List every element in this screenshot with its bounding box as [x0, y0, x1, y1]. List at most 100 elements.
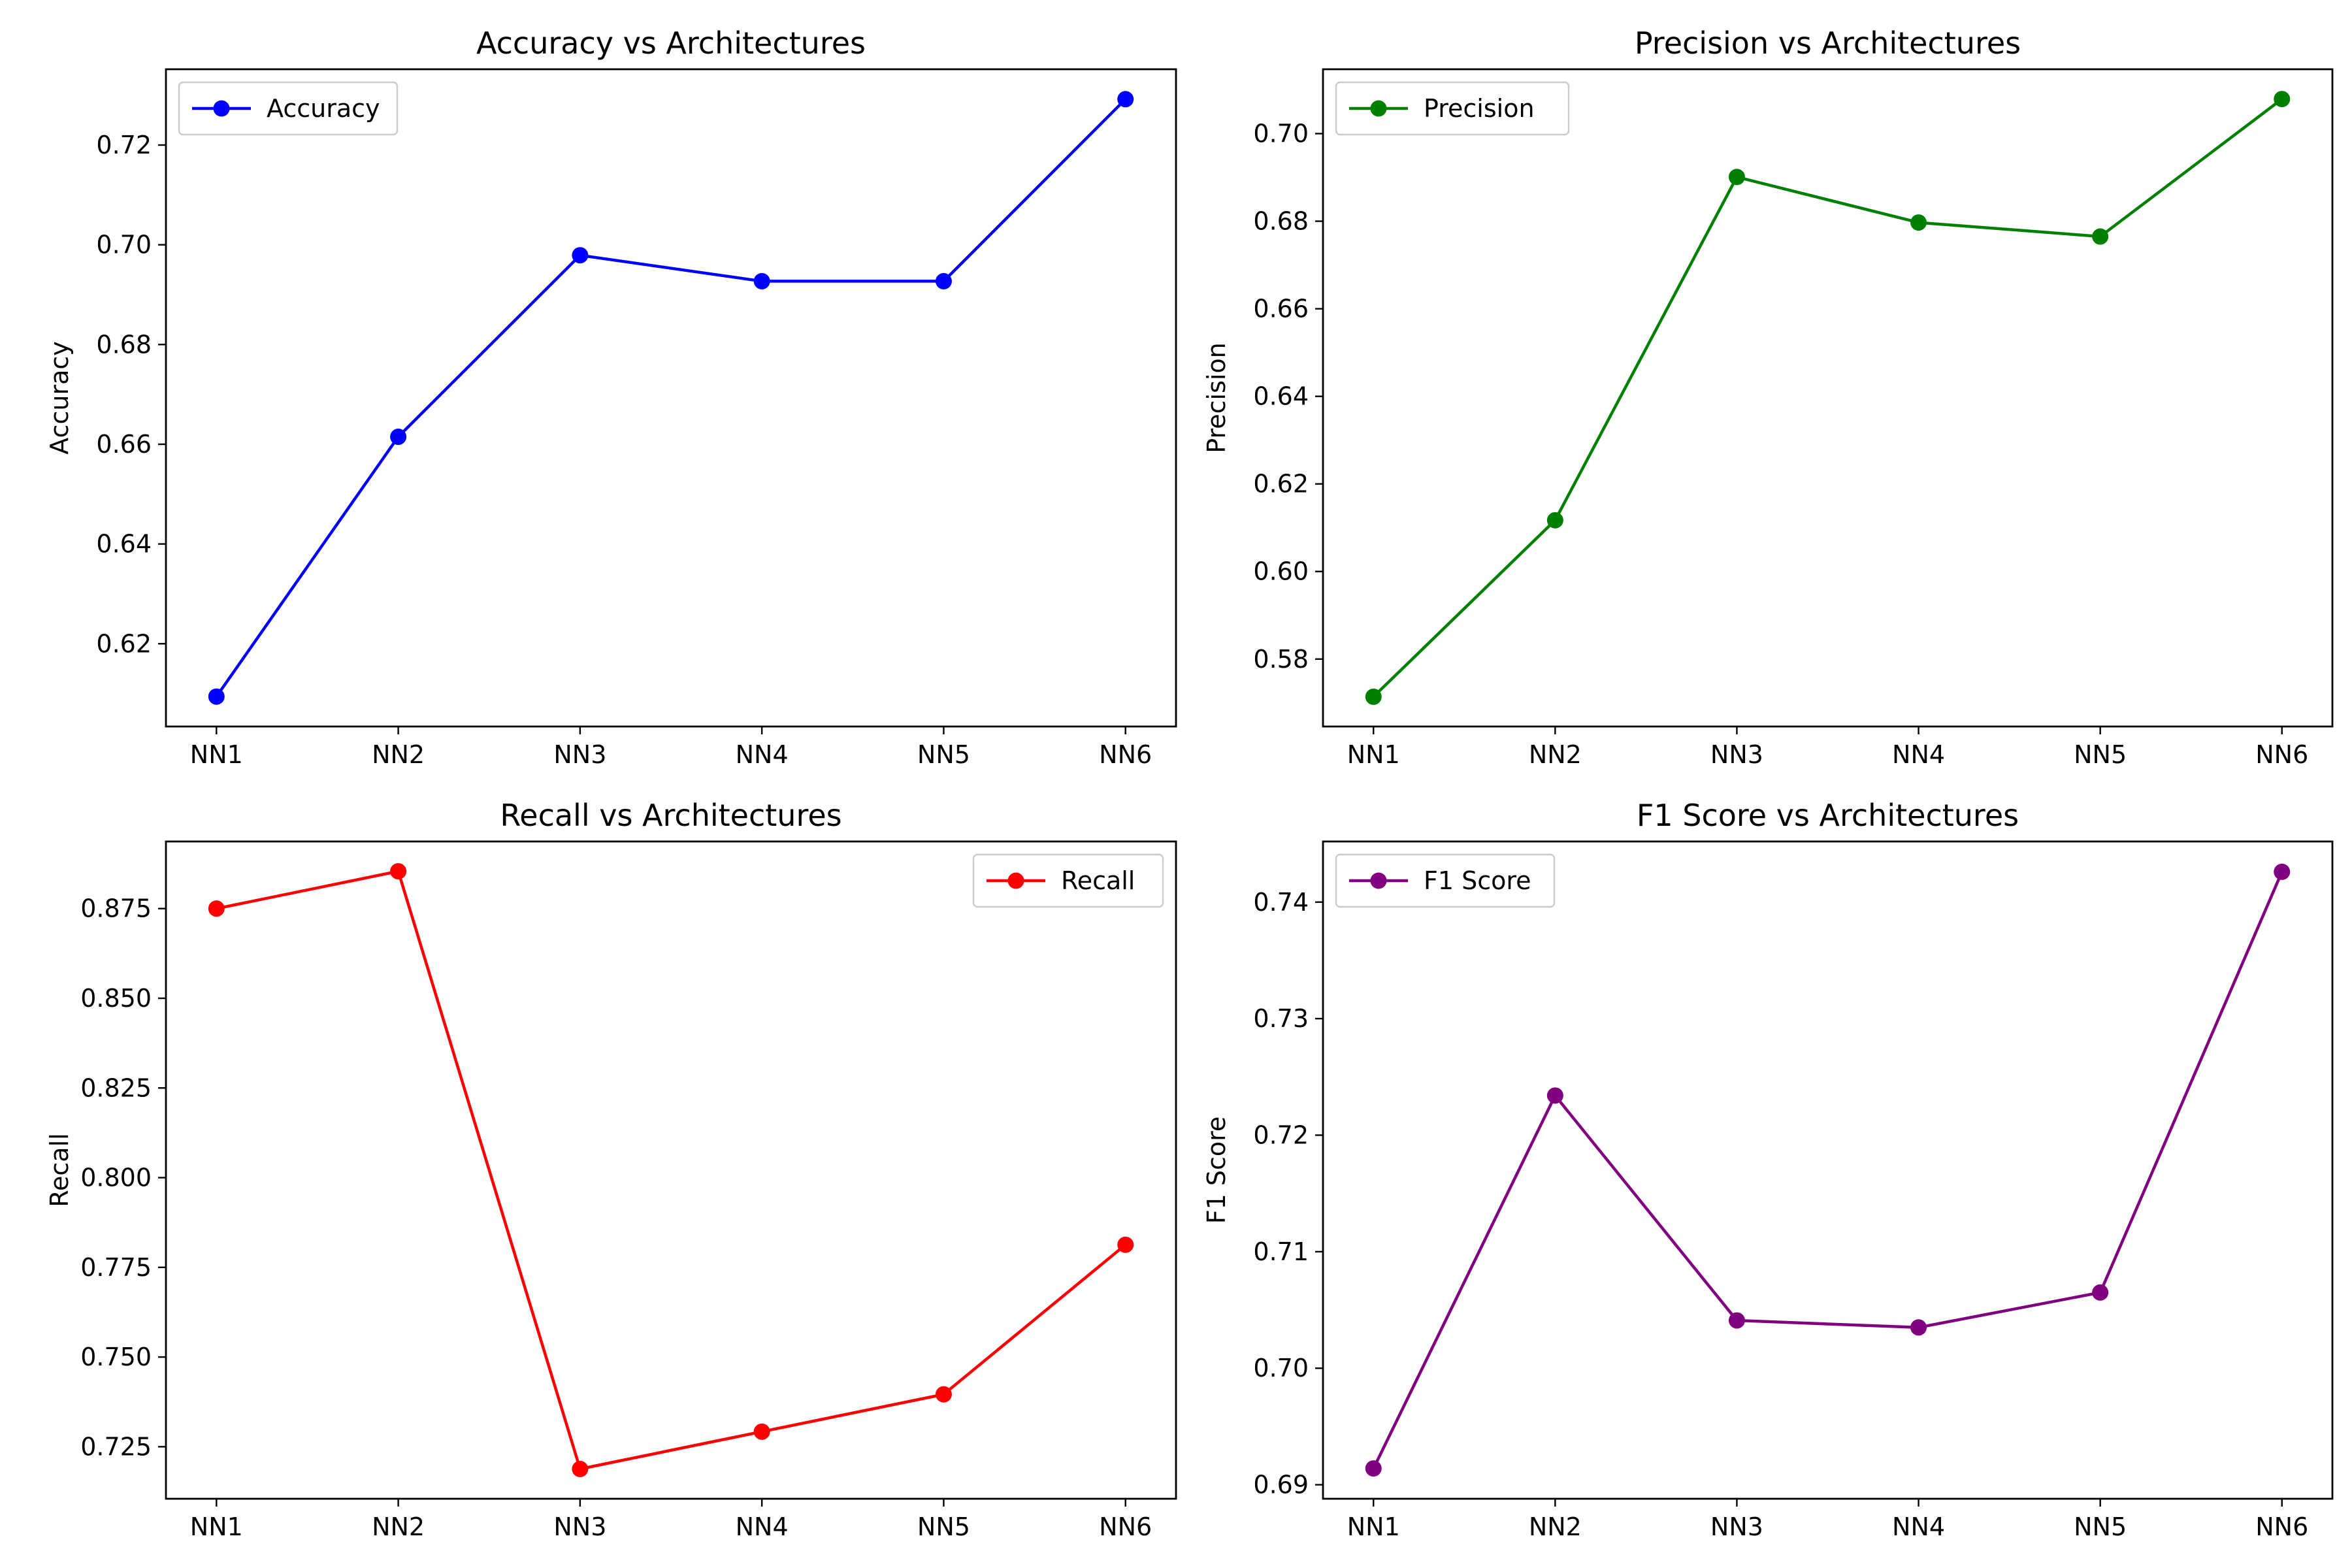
- precision-y-tick-label-6: 0.70: [1253, 120, 1309, 148]
- accuracy-x-tick-label-0: NN1: [190, 740, 243, 769]
- f1-y-tick-label-2: 0.71: [1253, 1237, 1309, 1266]
- f1-y-tick-label-5: 0.74: [1253, 888, 1309, 917]
- accuracy-chart-title: Accuracy vs Architectures: [476, 25, 866, 61]
- accuracy-legend-box: [178, 81, 399, 136]
- precision-series-line: [1372, 97, 2283, 698]
- f1-data-point-0: [1365, 1460, 1382, 1477]
- recall-y-tick-label-6: 0.875: [80, 894, 152, 923]
- recall-data-point-5: [1117, 1236, 1134, 1253]
- recall-legend-marker: [1007, 872, 1024, 889]
- accuracy-x-tick-label-4: NN5: [917, 740, 970, 769]
- recall-data-point-0: [208, 900, 225, 917]
- precision-legend-box: [1335, 81, 1570, 136]
- f1-x-tick-label-1: NN2: [1529, 1512, 1582, 1541]
- precision-data-point-1: [1546, 512, 1563, 529]
- precision-x-tick-label-3: NN4: [1892, 740, 1945, 769]
- f1-legend-label: F1 Score: [1424, 866, 1531, 895]
- f1-y-tick-label-3: 0.72: [1253, 1120, 1309, 1149]
- recall-y-axis-label: Recall: [45, 1133, 74, 1207]
- precision-x-tick-label-4: NN5: [2074, 740, 2127, 769]
- f1-data-point-4: [2092, 1284, 2109, 1301]
- accuracy-data-point-5: [1117, 91, 1134, 108]
- precision-y-tick-label-0: 0.58: [1253, 645, 1309, 674]
- f1-legend-marker: [1370, 872, 1387, 889]
- accuracy-axes-frame: [165, 68, 1177, 728]
- recall-legend-box: [972, 853, 1164, 908]
- recall-x-tick-label-2: NN3: [553, 1512, 606, 1541]
- f1-x-tick-label-4: NN5: [2074, 1512, 2127, 1541]
- precision-legend-marker: [1370, 100, 1387, 117]
- f1-axes-frame: [1322, 840, 2334, 1500]
- f1-chart-title: F1 Score vs Architectures: [1637, 798, 2019, 833]
- f1-legend-box: [1335, 853, 1556, 908]
- f1-data-point-2: [1728, 1312, 1745, 1329]
- precision-y-tick-label-3: 0.64: [1253, 382, 1309, 411]
- precision-y-tick-label-4: 0.66: [1253, 295, 1309, 323]
- precision-data-point-5: [2274, 91, 2291, 108]
- accuracy-x-tick-label-1: NN2: [372, 740, 425, 769]
- precision-x-tick-label-5: NN6: [2255, 740, 2308, 769]
- accuracy-chart: Accuracy vs Architectures Accuracy NN1 NN2 N…: [45, 25, 1177, 769]
- accuracy-y-tick-label-2: 0.66: [96, 430, 152, 459]
- recall-chart-title: Recall vs Architectures: [500, 798, 841, 833]
- accuracy-y-tick-label-4: 0.70: [96, 231, 152, 259]
- precision-x-tick-label-0: NN1: [1347, 740, 1400, 769]
- accuracy-x-tick-label-2: NN3: [553, 740, 606, 769]
- accuracy-legend-marker: [213, 100, 230, 117]
- precision-y-tick-label-1: 0.60: [1253, 557, 1309, 586]
- accuracy-series-line: [215, 98, 1127, 698]
- accuracy-y-tick-label-0: 0.62: [96, 629, 152, 658]
- f1-data-point-3: [1910, 1319, 1927, 1336]
- accuracy-y-tick-label-3: 0.68: [96, 330, 152, 359]
- accuracy-y-axis-label: Accuracy: [45, 341, 74, 455]
- f1-y-axis-label: F1 Score: [1202, 1117, 1231, 1224]
- accuracy-data-point-1: [390, 429, 407, 446]
- f1-x-tick-label-5: NN6: [2255, 1512, 2308, 1541]
- accuracy-x-tick-label-3: NN4: [736, 740, 789, 769]
- precision-y-tick-label-5: 0.68: [1253, 207, 1309, 236]
- recall-data-point-3: [753, 1423, 770, 1440]
- f1-y-tick-label-1: 0.70: [1253, 1354, 1309, 1382]
- accuracy-data-point-0: [208, 688, 225, 705]
- recall-chart: Recall vs Architectures Recall NN1 NN2 NN3 NN…: [45, 798, 1177, 1541]
- accuracy-data-point-3: [753, 272, 770, 289]
- recall-data-point-4: [935, 1386, 952, 1403]
- precision-data-point-4: [2092, 228, 2109, 245]
- recall-x-tick-label-4: NN5: [917, 1512, 970, 1541]
- accuracy-x-tick-label-5: NN6: [1099, 740, 1152, 769]
- precision-chart: Precision vs Architectures Precision NN1 NN…: [1202, 25, 2334, 769]
- precision-legend: Precision: [1335, 81, 1570, 136]
- f1-data-point-1: [1546, 1087, 1563, 1104]
- accuracy-legend-label: Accuracy: [267, 94, 380, 123]
- recall-data-point-1: [390, 863, 407, 880]
- f1-x-tick-label-3: NN4: [1892, 1512, 1945, 1541]
- recall-y-tick-label-4: 0.825: [80, 1073, 152, 1102]
- recall-y-tick-label-1: 0.750: [80, 1343, 152, 1371]
- f1-y-tick-label-4: 0.73: [1253, 1004, 1309, 1033]
- f1-series-line: [1372, 871, 2283, 1469]
- recall-axes-frame: [165, 840, 1177, 1500]
- f1-x-tick-label-2: NN3: [1710, 1512, 1763, 1541]
- f1-chart: F1 Score vs Architectures F1 Score NN1 NN2 N…: [1202, 798, 2334, 1541]
- precision-chart-title: Precision vs Architectures: [1635, 25, 2021, 61]
- accuracy-y-tick-label-5: 0.72: [96, 131, 152, 159]
- recall-legend: Recall: [972, 853, 1164, 908]
- precision-data-point-0: [1365, 688, 1382, 705]
- recall-x-tick-label-5: NN6: [1099, 1512, 1152, 1541]
- precision-y-tick-label-2: 0.62: [1253, 470, 1309, 498]
- precision-x-tick-label-2: NN3: [1710, 740, 1763, 769]
- f1-x-tick-label-0: NN1: [1347, 1512, 1400, 1541]
- precision-legend-label: Precision: [1424, 94, 1535, 123]
- recall-x-tick-label-1: NN2: [372, 1512, 425, 1541]
- recall-series-line: [216, 870, 1127, 1471]
- precision-data-point-3: [1910, 214, 1927, 231]
- recall-y-tick-label-5: 0.850: [80, 984, 152, 1013]
- precision-axes-frame: [1322, 68, 2334, 728]
- recall-x-tick-label-3: NN4: [736, 1512, 789, 1541]
- accuracy-y-tick-label-1: 0.64: [96, 530, 152, 559]
- recall-y-tick-label-2: 0.775: [80, 1253, 152, 1282]
- f1-legend: F1 Score: [1335, 853, 1556, 908]
- precision-x-tick-label-1: NN2: [1529, 740, 1582, 769]
- precision-data-point-2: [1728, 169, 1745, 186]
